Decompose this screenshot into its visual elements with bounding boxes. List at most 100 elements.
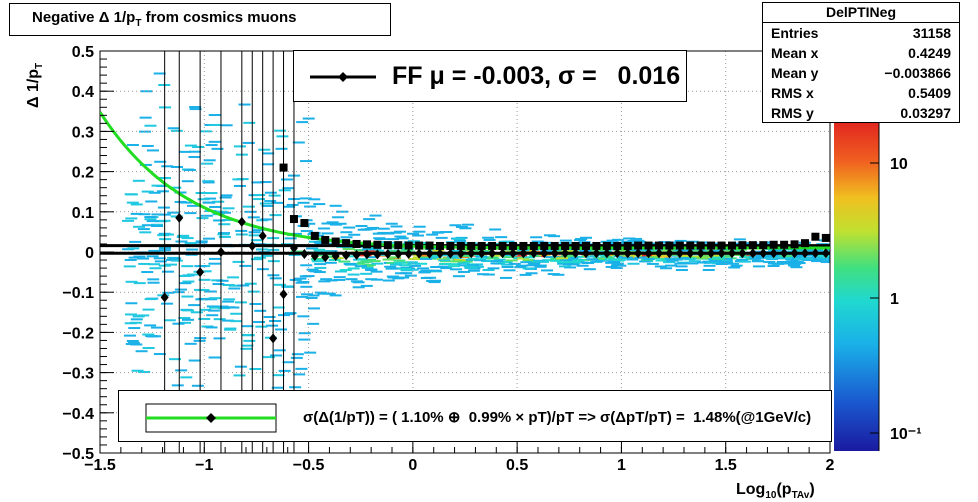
heatmap-cell bbox=[448, 255, 461, 258]
heatmap-cell bbox=[404, 274, 417, 277]
heatmap-cell bbox=[208, 257, 221, 260]
heatmap-cell bbox=[284, 237, 297, 240]
heatmap-cell bbox=[495, 236, 508, 239]
heatmap-cell bbox=[640, 254, 653, 257]
heatmap-cell bbox=[659, 255, 672, 258]
heatmap-cell bbox=[487, 257, 500, 260]
heatmap-cell bbox=[500, 276, 513, 279]
heatmap-cell bbox=[542, 259, 555, 262]
mean-marker bbox=[435, 248, 444, 259]
heatmap-cell bbox=[177, 234, 190, 237]
heatmap-cell bbox=[148, 249, 161, 252]
heatmap-cell bbox=[702, 269, 715, 272]
sigma-marker bbox=[811, 232, 820, 241]
heatmap-cell bbox=[615, 249, 628, 252]
heatmap-cell bbox=[415, 262, 428, 265]
heatmap-cell bbox=[191, 384, 204, 387]
legend-marker-icon bbox=[145, 403, 277, 433]
heatmap-cell bbox=[338, 260, 351, 263]
mean-marker bbox=[196, 267, 205, 278]
heatmap-cell bbox=[363, 263, 376, 266]
heatmap-cell bbox=[205, 192, 218, 195]
heatmap-cell bbox=[181, 295, 194, 298]
heatmap-cell bbox=[233, 145, 246, 148]
mean-marker bbox=[613, 248, 622, 259]
heatmap-cell bbox=[182, 280, 195, 283]
heatmap-cell bbox=[392, 277, 405, 280]
heatmap-cell bbox=[235, 229, 248, 232]
sigma-marker bbox=[613, 241, 622, 250]
heatmap-cell bbox=[736, 258, 749, 261]
heatmap-cell bbox=[639, 260, 652, 263]
heatmap-cell bbox=[611, 262, 624, 265]
heatmap-cell bbox=[412, 234, 425, 237]
heatmap-cell bbox=[429, 279, 442, 282]
heatmap-cell bbox=[219, 196, 232, 199]
heatmap-cell bbox=[219, 211, 232, 214]
mean-marker bbox=[571, 248, 580, 259]
heatmap-cell bbox=[726, 262, 739, 265]
heatmap-cell bbox=[232, 178, 245, 181]
heatmap-cell bbox=[124, 258, 137, 261]
heatmap-cell bbox=[300, 264, 313, 267]
heatmap-cell bbox=[178, 150, 191, 153]
heatmap-cell bbox=[316, 254, 329, 257]
sigma-marker bbox=[467, 241, 476, 250]
heatmap-cell bbox=[125, 280, 138, 283]
heatmap-cell bbox=[582, 261, 595, 264]
heatmap-cell bbox=[188, 304, 201, 307]
heatmap-cell bbox=[183, 169, 196, 172]
heatmap-cell bbox=[229, 320, 242, 323]
heatmap-cell bbox=[188, 150, 201, 153]
sigma-marker bbox=[498, 241, 507, 250]
heatmap-cell bbox=[545, 256, 558, 259]
heatmap-cell bbox=[317, 227, 330, 230]
heatmap-cell bbox=[196, 217, 209, 220]
heatmap-cell bbox=[278, 189, 291, 192]
heatmap-cell bbox=[298, 332, 311, 335]
heatmap-cell bbox=[318, 280, 331, 283]
mean-marker bbox=[321, 252, 330, 263]
heatmap-cell bbox=[139, 116, 152, 119]
heatmap-cell bbox=[394, 230, 407, 233]
heatmap-cell bbox=[670, 258, 683, 261]
heatmap-cell bbox=[437, 265, 450, 268]
heatmap-cell bbox=[293, 373, 306, 376]
heatmap-cell bbox=[218, 235, 231, 238]
heatmap-cell bbox=[211, 147, 224, 150]
sigma-marker bbox=[289, 215, 298, 224]
heatmap-cell bbox=[209, 306, 222, 309]
heatmap-cell bbox=[212, 283, 225, 286]
heatmap-cell bbox=[501, 263, 514, 266]
heatmap-cell bbox=[130, 212, 143, 215]
heatmap-cell bbox=[674, 239, 687, 242]
mean-marker bbox=[216, 247, 225, 257]
heatmap-cell bbox=[295, 295, 308, 298]
heatmap-cell bbox=[733, 238, 746, 241]
heatmap-cell bbox=[748, 257, 761, 260]
heatmap-cell bbox=[260, 254, 273, 257]
heatmap-cell bbox=[250, 239, 263, 242]
heatmap-cell bbox=[295, 367, 308, 370]
x-tick-label: −1.5 bbox=[84, 457, 116, 474]
heatmap-cell bbox=[128, 256, 141, 259]
heatmap-cell bbox=[466, 264, 479, 267]
heatmap-cell bbox=[149, 267, 162, 270]
heatmap-cell bbox=[260, 218, 273, 221]
heatmap-cell bbox=[413, 230, 426, 233]
heatmap-cell bbox=[179, 282, 192, 285]
stats-title: DelPTINeg bbox=[763, 3, 959, 23]
mean-marker bbox=[508, 248, 517, 259]
heatmap-cell bbox=[640, 248, 653, 251]
x-axis-title: Log10(pTAv) bbox=[736, 481, 815, 501]
heatmap-cell bbox=[283, 313, 296, 316]
heatmap-cell bbox=[624, 249, 637, 252]
heatmap-cell bbox=[170, 165, 183, 168]
sigma-marker bbox=[394, 241, 403, 250]
mean-marker bbox=[300, 249, 309, 260]
heatmap-cell bbox=[321, 222, 334, 225]
heatmap-cell bbox=[450, 268, 463, 271]
heatmap-cell bbox=[755, 256, 768, 259]
heatmap-cell bbox=[299, 275, 312, 278]
y-tick-label: −0.2 bbox=[62, 325, 94, 342]
